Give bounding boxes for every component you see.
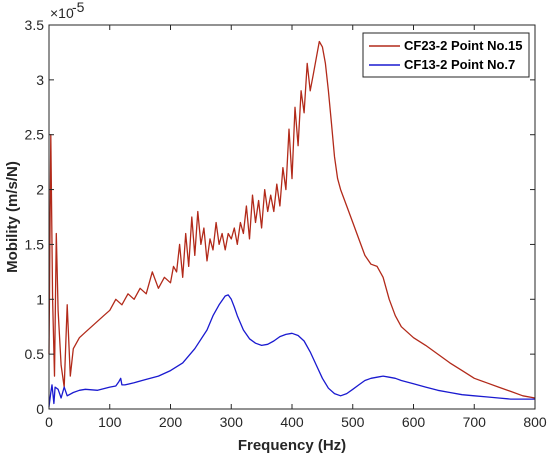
legend-box	[362, 32, 530, 78]
x-tick-label: 300	[220, 414, 244, 430]
y-tick-label: 0.5	[25, 346, 45, 362]
plot-area	[49, 25, 535, 409]
y-tick-label: 3	[36, 72, 44, 88]
series-line-0	[48, 40, 536, 399]
axes	[48, 24, 536, 410]
x-tick-label: 0	[45, 414, 53, 430]
y-exponent-base: ×10	[50, 5, 74, 21]
x-tick-label: 800	[523, 414, 547, 430]
x-tick-label: 400	[280, 414, 304, 430]
y-tick-label: 0	[36, 401, 44, 417]
x-tick-label: 600	[402, 414, 426, 430]
y-tick-label: 2.5	[25, 127, 45, 143]
y-tick-label: 3.5	[25, 17, 45, 33]
tick-labels: 0 100 200 300 400 500 600 700 800 0 0.5 1 1.5 2 2.5 3 3.…	[25, 17, 547, 430]
x-axis-label: Frequency (Hz)	[238, 437, 346, 454]
series-line-1	[48, 294, 535, 407]
legend-label-cf13: CF13-2 Point No.7	[404, 57, 515, 72]
x-tick-label: 700	[463, 414, 487, 430]
x-tick-label: 100	[98, 414, 122, 430]
y-tick-label: 2	[36, 182, 44, 198]
y-axis-label: Mobility (m/s/N)	[4, 161, 21, 273]
x-tick-label: 500	[341, 414, 365, 430]
legend: CF23-2 Point No.15 CF13-2 Point No.7	[362, 32, 530, 78]
y-tick-label: 1.5	[25, 236, 45, 252]
y-tick-label: 1	[36, 291, 44, 307]
y-exponent-power: -5	[72, 0, 85, 15]
series-layer	[48, 40, 536, 407]
legend-label-cf23: CF23-2 Point No.15	[404, 38, 522, 53]
x-tick-label: 200	[159, 414, 183, 430]
